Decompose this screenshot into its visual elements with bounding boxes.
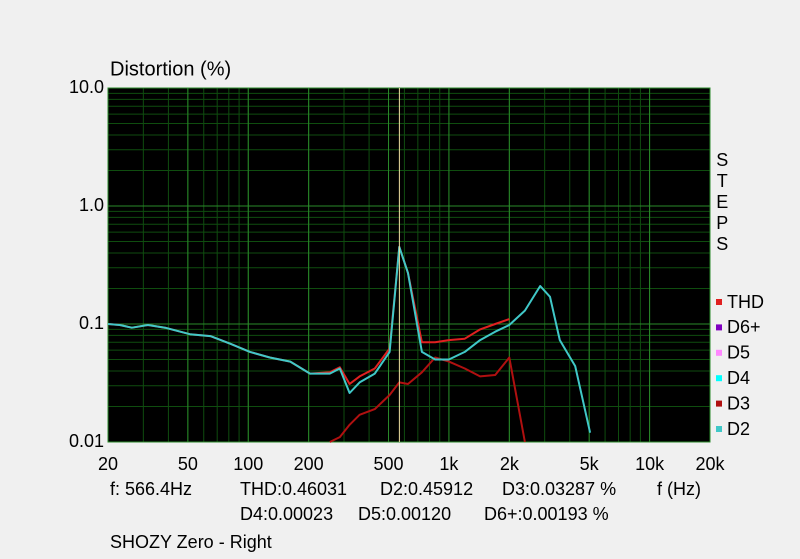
y-tick-label: 0.01 [69,431,104,451]
chart-title: Distortion (%) [110,58,231,80]
x-tick-label: 5k [580,454,600,474]
legend-label: D3 [727,393,750,413]
legend-label: D2 [727,419,750,439]
legend-label: D4 [727,368,750,388]
x-axis-label: f (Hz) [657,479,701,499]
legend-label: D6+ [727,317,761,337]
grid [107,87,711,443]
readout: D4:0.00023 [240,504,333,524]
footer: SHOZY Zero - Right [110,532,272,552]
x-tick-label: 1k [439,454,459,474]
legend-swatch [716,400,722,407]
y-tick-label: 10.0 [69,77,104,97]
legend-label: THD [727,292,764,312]
series-line [107,245,510,385]
x-tick-label: 100 [233,454,263,474]
legend-swatch [716,426,722,432]
plot-border [107,87,711,443]
series-line [329,356,526,443]
readout: D6+:0.00193 % [484,504,609,524]
legend-swatch [716,349,722,356]
readout: D2:0.45912 [380,479,473,499]
legend-swatch [716,324,722,331]
x-tick-label: 20k [695,454,725,474]
readout: D5:0.00120 [358,504,451,524]
readout: THD:0.46031 [240,479,347,499]
cursor-readout: f: 566.4Hz [110,479,192,499]
side-label: STEPS [712,150,732,255]
x-tick-label: 10k [635,454,665,474]
x-tick-label: 500 [373,454,403,474]
x-tick-label: 200 [294,454,324,474]
lines [107,245,640,443]
y-tick-label: 1.0 [79,195,104,215]
x-tick-label: 50 [178,454,198,474]
legend-label: D5 [727,343,750,363]
legend-swatch [716,375,722,382]
legend-swatch [716,299,722,305]
x-tick-label: 20 [98,454,118,474]
plot-area [108,88,710,442]
readout: D3:0.03287 % [502,479,616,499]
y-tick-label: 0.1 [79,313,104,333]
x-tick-label: 2k [500,454,520,474]
